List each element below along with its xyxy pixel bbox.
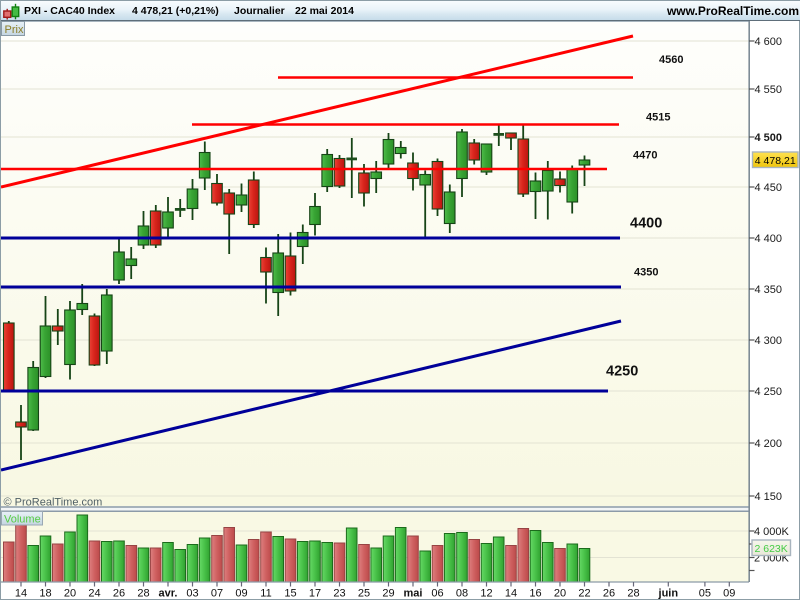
svg-text:4350: 4350 [634, 267, 658, 279]
svg-text:4 600: 4 600 [755, 36, 783, 48]
svg-text:16: 16 [529, 588, 541, 600]
svg-text:05: 05 [699, 588, 711, 600]
svg-text:11: 11 [260, 588, 271, 600]
svg-text:© ProRealTime.com: © ProRealTime.com [4, 497, 103, 509]
svg-text:18: 18 [39, 588, 51, 600]
svg-text:juin: juin [658, 588, 679, 600]
svg-text:09: 09 [235, 588, 247, 600]
svg-text:4 300: 4 300 [755, 335, 783, 347]
svg-text:20: 20 [554, 588, 566, 600]
svg-text:4 400: 4 400 [755, 233, 783, 245]
svg-text:25: 25 [358, 588, 370, 600]
svg-text:23: 23 [333, 588, 345, 600]
svg-text:14: 14 [505, 588, 517, 600]
svg-text:4470: 4470 [633, 150, 657, 162]
svg-text:07: 07 [211, 588, 223, 600]
svg-text:09: 09 [723, 588, 735, 600]
svg-text:4400: 4400 [630, 216, 662, 232]
svg-text:4 150: 4 150 [755, 491, 783, 503]
svg-text:12: 12 [480, 588, 492, 600]
svg-text:4 450: 4 450 [755, 182, 783, 194]
svg-text:4 478,21: 4 478,21 [755, 155, 796, 167]
svg-text:avr.: avr. [159, 588, 178, 600]
svg-text:4560: 4560 [659, 54, 683, 66]
svg-text:08: 08 [456, 588, 468, 600]
svg-text:28: 28 [137, 588, 149, 600]
svg-text:28: 28 [627, 588, 639, 600]
svg-text:29: 29 [382, 588, 394, 600]
svg-text:4 350: 4 350 [755, 284, 783, 296]
svg-text:17: 17 [309, 588, 321, 600]
svg-text:4 200: 4 200 [755, 438, 783, 450]
svg-text:Volume: Volume [4, 513, 41, 525]
svg-text:14: 14 [15, 588, 27, 600]
svg-text:20: 20 [64, 588, 76, 600]
svg-text:4 250: 4 250 [755, 386, 783, 398]
svg-text:26: 26 [603, 588, 615, 600]
svg-text:15: 15 [284, 588, 296, 600]
svg-text:mai: mai [404, 588, 423, 600]
svg-text:03: 03 [186, 588, 198, 600]
svg-text:4515: 4515 [646, 112, 670, 124]
svg-text:26: 26 [113, 588, 125, 600]
svg-text:4 500: 4 500 [755, 132, 783, 144]
svg-text:4 550: 4 550 [755, 84, 783, 96]
svg-text:2 623K: 2 623K [755, 543, 788, 555]
svg-text:06: 06 [431, 588, 443, 600]
svg-text:4250: 4250 [606, 364, 638, 380]
svg-text:4 000K: 4 000K [754, 526, 790, 538]
svg-text:Prix: Prix [5, 24, 24, 36]
svg-text:24: 24 [88, 588, 100, 600]
svg-text:22: 22 [578, 588, 590, 600]
